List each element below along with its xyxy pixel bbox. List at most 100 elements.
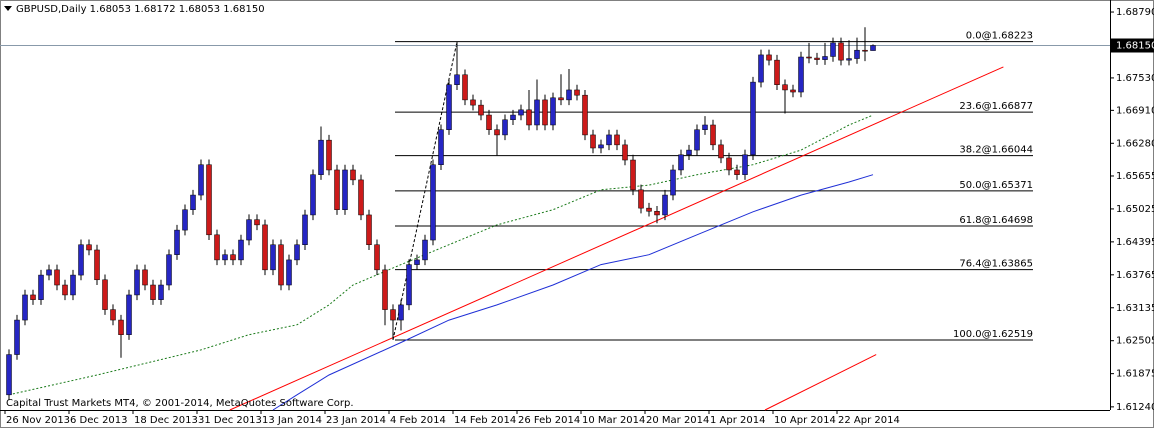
candle-body	[126, 294, 132, 335]
candle-body	[198, 164, 204, 196]
candle-body	[446, 84, 452, 130]
overlay-line	[764, 354, 877, 411]
x-tick-label: 26 Feb 2014	[518, 415, 580, 426]
candle-body	[534, 99, 540, 126]
candle-body	[238, 239, 244, 261]
y-tick-label: 1.61875	[1116, 369, 1154, 380]
candle-body	[366, 214, 372, 245]
candle-body	[358, 179, 364, 216]
candle-body	[790, 89, 796, 93]
overlay-line	[272, 174, 874, 411]
candle-body	[518, 109, 524, 116]
candle-body	[630, 159, 636, 191]
candle-body	[614, 134, 620, 146]
x-tick-label: 4 Feb 2014	[390, 415, 446, 426]
candle-body	[662, 194, 668, 216]
fib-level-label: 76.4@1.63865	[959, 259, 1033, 270]
candle-body	[134, 269, 140, 296]
candle-body	[398, 304, 404, 321]
candle-body	[222, 254, 228, 261]
y-tick-label: 1.63765	[1116, 270, 1154, 281]
candle-body	[654, 211, 660, 216]
candle-body	[694, 129, 700, 151]
candle-body	[622, 144, 628, 161]
x-tick-label: 10 Mar 2014	[582, 415, 645, 426]
candle-body	[582, 94, 588, 136]
candle-body	[326, 139, 332, 171]
candle-body	[206, 164, 212, 236]
candle-body	[486, 114, 492, 130]
candle-body	[430, 164, 436, 241]
candle-body	[38, 274, 44, 300]
overlay-line	[392, 41, 458, 341]
y-tick-label: 1.67530	[1116, 73, 1154, 84]
x-tick-label: 31 Dec 2013	[198, 415, 262, 426]
candle-body	[30, 294, 36, 300]
candle-body	[478, 104, 484, 116]
candle-body	[566, 89, 572, 101]
candle-body	[278, 244, 284, 286]
candle-body	[542, 99, 548, 126]
candle-body	[502, 119, 508, 136]
candle-body	[470, 99, 476, 106]
candle-body	[254, 219, 260, 226]
fib-level-label: 50.0@1.65371	[959, 180, 1033, 191]
x-tick-label: 23 Jan 2014	[326, 415, 386, 426]
y-tick-label: 1.65025	[1116, 204, 1154, 215]
candle-body	[678, 154, 684, 171]
candle-body	[190, 194, 196, 210]
x-tick-label: 1 Apr 2014	[710, 415, 765, 426]
candle-body	[838, 42, 844, 61]
candle-body	[230, 254, 236, 261]
fib-level-label: 38.2@1.66044	[959, 145, 1033, 156]
candle-body	[414, 259, 420, 265]
candle-body	[334, 169, 340, 210]
candle-body	[390, 309, 396, 321]
y-tick-label: 1.61240	[1116, 402, 1154, 413]
candle-body	[142, 269, 148, 286]
fib-level-label: 0.0@1.68223	[966, 31, 1033, 42]
candle-body	[422, 239, 428, 261]
candle-body	[854, 49, 860, 59]
candle-body	[94, 249, 100, 281]
candle-body	[494, 129, 500, 136]
candle-body	[62, 284, 68, 296]
candle-body	[438, 129, 444, 165]
candle-body	[174, 229, 180, 255]
candle-body	[318, 139, 324, 175]
candle-body	[14, 319, 20, 355]
candle-body	[774, 59, 780, 85]
candle-body	[158, 284, 164, 300]
candle-body	[734, 169, 740, 175]
candle-body	[214, 234, 220, 261]
candle-body	[86, 244, 92, 251]
candle-body	[246, 219, 252, 241]
menu-icon	[4, 6, 12, 11]
y-tick-label: 1.64395	[1116, 237, 1154, 248]
fib-level-label: 23.6@1.66877	[959, 101, 1033, 112]
x-tick-label: 13 Jan 2014	[262, 415, 322, 426]
candle-body	[862, 49, 868, 52]
candle-body	[526, 109, 532, 126]
candle-body	[758, 54, 764, 83]
footer-text: Capital Trust Markets MT4, © 2001-2014, …	[6, 398, 354, 409]
candle-body	[550, 97, 556, 126]
candle-body	[806, 56, 812, 59]
candle-body	[6, 354, 12, 396]
candle-body	[374, 244, 380, 271]
candle-body	[710, 124, 716, 146]
candle-body	[270, 244, 276, 271]
candle-body	[406, 264, 412, 306]
candle-body	[70, 274, 76, 296]
x-tick-label: 20 Mar 2014	[646, 415, 709, 426]
overlay-line	[229, 66, 1004, 411]
candle-body	[286, 259, 292, 286]
x-tick-label: 14 Feb 2014	[454, 415, 516, 426]
y-tick-label: 1.65655	[1116, 171, 1154, 182]
candle-body	[510, 114, 516, 121]
candle-body	[766, 54, 772, 61]
candle-body	[590, 134, 596, 149]
candle-body	[110, 309, 116, 321]
